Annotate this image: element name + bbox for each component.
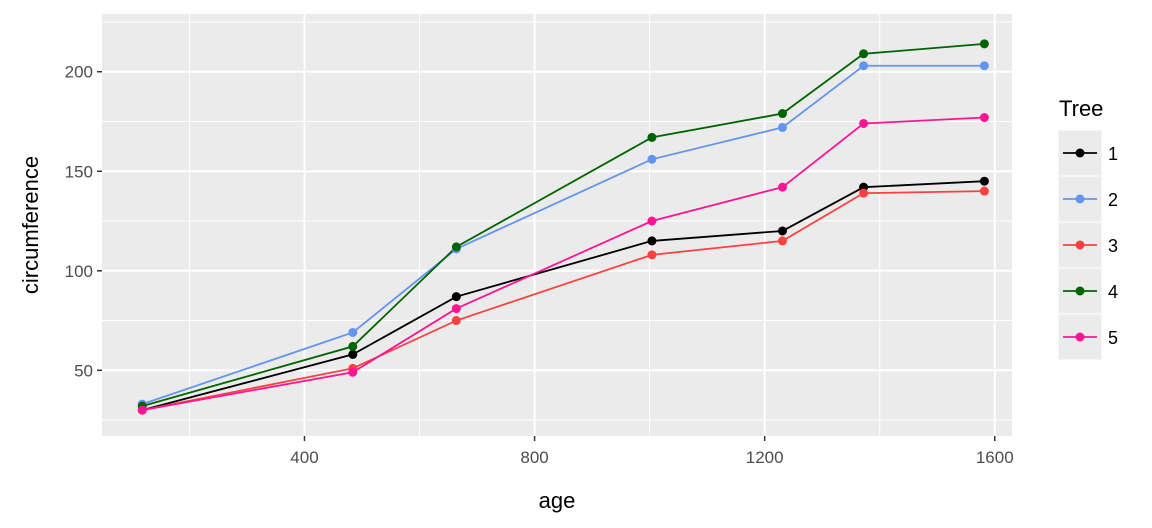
data-point-tree-1 <box>348 349 358 359</box>
y-tick-label: 50 <box>74 361 93 380</box>
data-point-tree-1 <box>979 176 989 186</box>
x-axis-ticks: 400 800 1200 1600 <box>290 436 1014 467</box>
data-point-tree-2 <box>647 154 657 164</box>
data-point-tree-4 <box>979 39 989 49</box>
legend-label-tree-5: 5 <box>1108 328 1118 348</box>
legend-key-point <box>1075 240 1085 250</box>
data-point-tree-2 <box>859 61 869 71</box>
legend-key-point <box>1075 194 1085 204</box>
data-point-tree-4 <box>777 109 787 119</box>
legend-label-tree-1: 1 <box>1108 144 1118 164</box>
y-tick-label: 200 <box>65 63 93 82</box>
data-point-tree-3 <box>979 186 989 196</box>
x-tick-label: 800 <box>520 448 548 467</box>
y-tick-label: 150 <box>65 162 93 181</box>
data-point-tree-5 <box>451 304 461 314</box>
major-gridlines <box>102 14 1012 436</box>
data-point-tree-5 <box>137 405 147 415</box>
data-point-tree-1 <box>451 292 461 302</box>
data-point-tree-5 <box>777 182 787 192</box>
legend-keys: 1 2 3 4 5 <box>1057 129 1118 361</box>
data-point-tree-1 <box>647 236 657 246</box>
data-point-tree-4 <box>348 341 358 351</box>
data-point-tree-5 <box>348 367 358 377</box>
legend-title: Tree <box>1059 96 1103 121</box>
legend-key-point <box>1075 286 1085 296</box>
data-point-tree-4 <box>859 49 869 59</box>
data-point-tree-2 <box>979 61 989 71</box>
data-point-tree-3 <box>859 188 869 198</box>
data-point-tree-2 <box>348 327 358 337</box>
y-axis-title: circumference <box>18 156 43 294</box>
x-tick-label: 400 <box>290 448 318 467</box>
panel-background <box>102 14 1012 436</box>
legend-label-tree-2: 2 <box>1108 190 1118 210</box>
data-point-tree-3 <box>647 250 657 260</box>
data-point-tree-5 <box>859 118 869 128</box>
series-points <box>137 39 989 415</box>
data-point-tree-4 <box>647 132 657 142</box>
x-axis-title: age <box>539 488 576 513</box>
legend: Tree 1 2 3 4 5 <box>1057 96 1118 361</box>
minor-gridlines <box>102 14 1012 436</box>
legend-key-point <box>1075 148 1085 158</box>
legend-key-point <box>1075 332 1085 342</box>
y-axis-ticks: 50 100 150 200 <box>65 63 102 380</box>
data-point-tree-5 <box>647 216 657 226</box>
x-tick-label: 1600 <box>976 448 1014 467</box>
legend-label-tree-3: 3 <box>1108 236 1118 256</box>
x-tick-label: 1200 <box>746 448 784 467</box>
data-point-tree-5 <box>979 113 989 123</box>
data-point-tree-3 <box>451 316 461 326</box>
data-point-tree-3 <box>777 236 787 246</box>
data-point-tree-4 <box>451 242 461 252</box>
data-point-tree-2 <box>777 122 787 132</box>
y-tick-label: 100 <box>65 262 93 281</box>
legend-label-tree-4: 4 <box>1108 282 1118 302</box>
data-point-tree-1 <box>777 226 787 236</box>
